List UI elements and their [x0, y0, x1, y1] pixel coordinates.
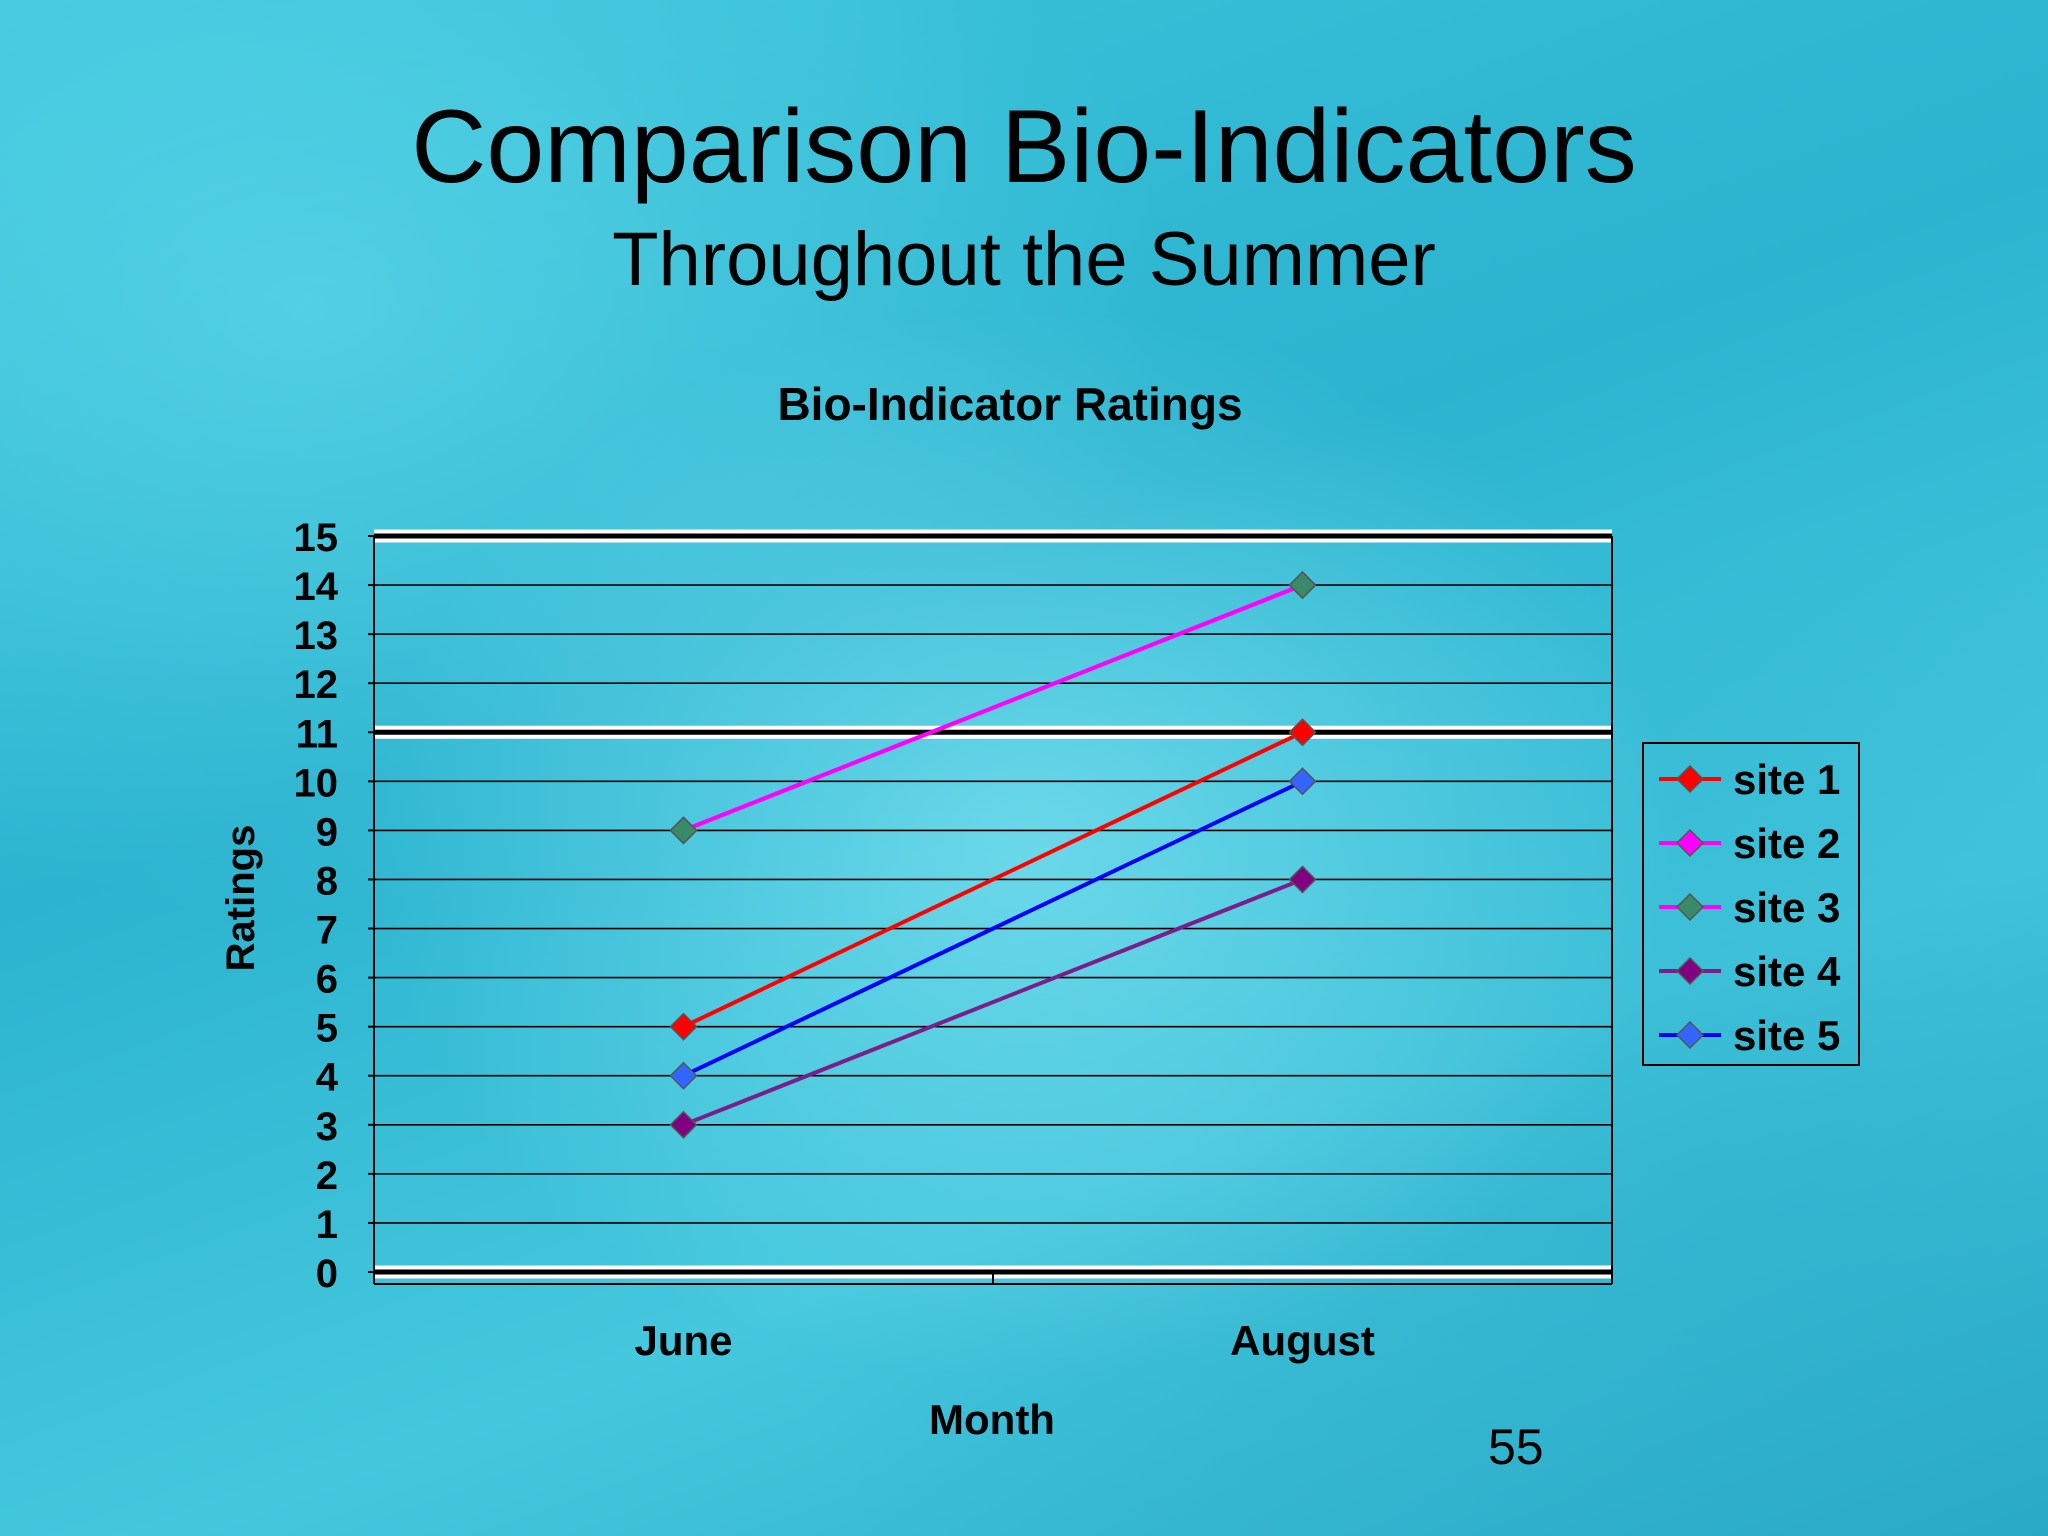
- series-line: [682, 877, 1304, 1127]
- data-point: [669, 816, 698, 845]
- legend-label: site 5: [1733, 1012, 1840, 1059]
- legend-label: site 3: [1733, 884, 1840, 931]
- data-point: [1288, 767, 1317, 796]
- y-tick-label: 13: [294, 614, 339, 658]
- x-tick-label: June: [634, 1317, 732, 1364]
- data-point: [669, 1061, 698, 1090]
- series-line: [682, 583, 1304, 833]
- y-tick-label: 0: [316, 1252, 338, 1296]
- legend-marker: [1675, 892, 1705, 922]
- y-tick-label: 6: [316, 958, 338, 1002]
- y-tick-label: 11: [296, 712, 338, 756]
- data-point: [1288, 718, 1317, 747]
- data-point: [669, 1012, 698, 1041]
- legend-label: site 2: [1733, 820, 1840, 867]
- legend-marker: [1675, 764, 1705, 794]
- legend-marker: [1675, 1020, 1705, 1050]
- y-tick-label: 2: [316, 1154, 338, 1198]
- legend-marker: [1675, 956, 1705, 986]
- slide-subtitle: Throughout the Summer: [612, 217, 1436, 302]
- chart-title: Bio-Indicator Ratings: [777, 378, 1242, 430]
- y-axis-label: Ratings: [219, 825, 263, 972]
- y-tick-label: 8: [316, 859, 338, 903]
- x-tick-label: August: [1230, 1317, 1375, 1364]
- y-tick-label: 7: [316, 909, 338, 953]
- y-tick-label: 1: [316, 1203, 338, 1247]
- y-tick-label: 15: [294, 516, 339, 560]
- y-tick-label: 5: [316, 1007, 338, 1051]
- data-point: [1288, 865, 1317, 894]
- y-tick-label: 10: [294, 761, 339, 805]
- data-point: [1288, 571, 1317, 600]
- legend-marker: [1675, 828, 1705, 858]
- series-line: [682, 779, 1304, 1078]
- y-tick-label: 9: [316, 810, 338, 854]
- slide-number: 55: [1488, 1419, 1544, 1475]
- legend-label: site 4: [1733, 948, 1841, 995]
- slide-title: Comparison Bio-Indicators: [411, 89, 1637, 205]
- y-tick-label: 12: [294, 663, 339, 707]
- series-line: [682, 730, 1304, 1029]
- y-tick-label: 3: [316, 1105, 338, 1149]
- legend-label: site 1: [1733, 756, 1840, 803]
- y-tick-label: 14: [294, 565, 339, 609]
- data-point: [669, 1110, 698, 1139]
- legend-box: [1642, 742, 1860, 1066]
- y-tick-label: 4: [316, 1056, 339, 1100]
- x-axis-label: Month: [929, 1396, 1055, 1443]
- legend: site 1 site 2 site 3 site 4 site 5: [1642, 742, 1860, 1066]
